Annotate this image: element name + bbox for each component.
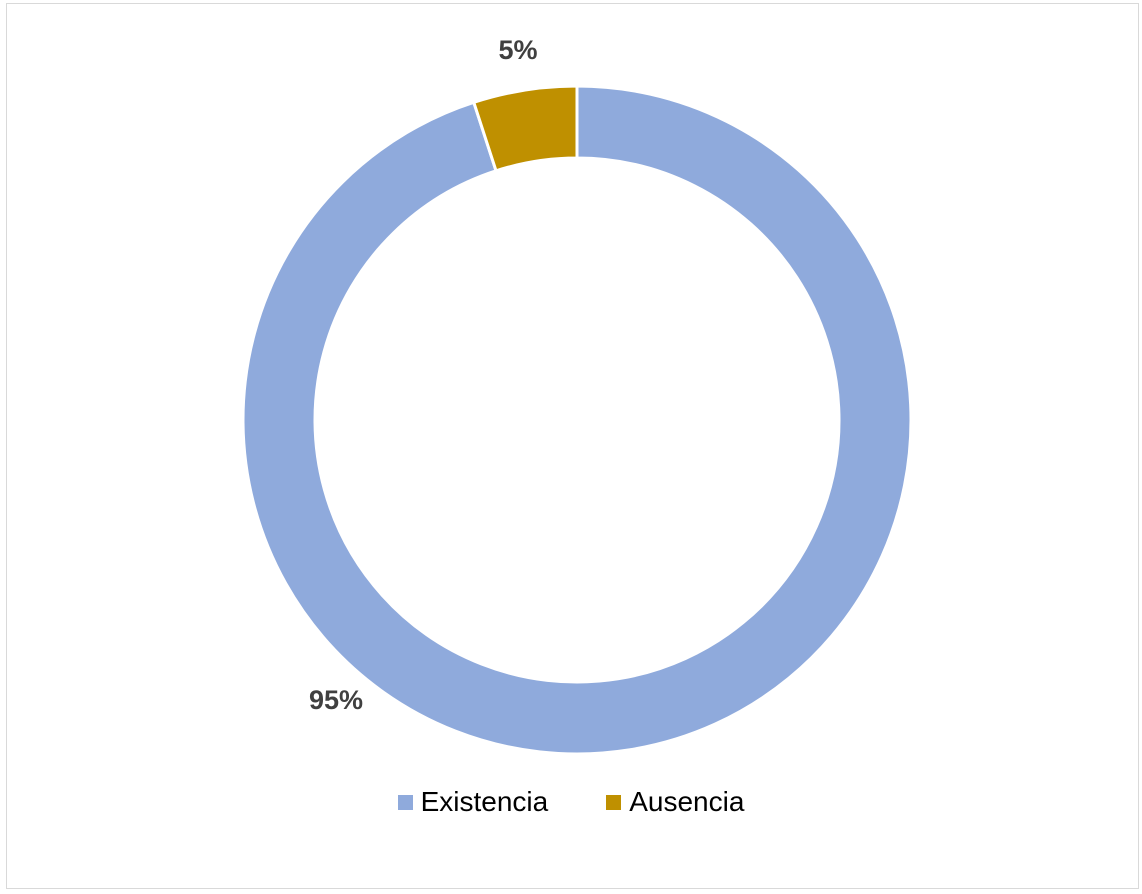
data-label-existencia: 95% bbox=[309, 685, 363, 715]
slice-ausencia[interactable] bbox=[471, 84, 579, 173]
legend-swatch-ausencia bbox=[606, 794, 622, 810]
slice-existencia[interactable] bbox=[241, 84, 913, 756]
legend-label-ausencia: Ausencia bbox=[629, 786, 745, 817]
legend: Existencia Ausencia bbox=[0, 786, 1142, 818]
legend-item-existencia[interactable]: Existencia bbox=[397, 786, 549, 818]
data-label-ausencia: 5% bbox=[498, 35, 537, 65]
legend-label-existencia: Existencia bbox=[420, 786, 549, 817]
legend-swatch-existencia bbox=[397, 794, 413, 810]
legend-item-ausencia[interactable]: Ausencia bbox=[606, 786, 744, 818]
